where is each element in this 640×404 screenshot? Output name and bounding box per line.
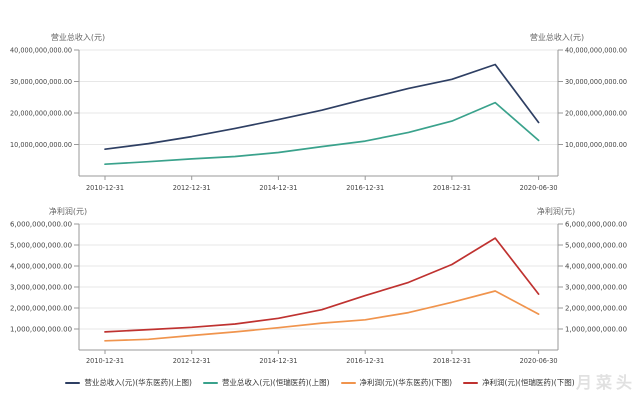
x-axis-label: 2018-12-31 [433, 184, 471, 192]
y-axis-label-right: 10,000,000,000.00 [565, 141, 627, 149]
legend-item-label: 营业总收入(元)(恒瑞医药)(上图) [221, 378, 330, 387]
y-axis-label-left: 4,000,000,000.00 [10, 263, 72, 271]
revenue-chart: 10,000,000,000.00 10,000,000,000.00 20,000… [10, 47, 627, 193]
x-axis-label: 2010-12-31 [86, 357, 124, 365]
profit-axis-title-right: 净利润(元) [537, 206, 575, 216]
series-line-1 [104, 237, 540, 333]
x-axis-label: 2010-12-31 [86, 184, 124, 192]
x-axis-label: 2016-12-31 [346, 357, 384, 365]
legend-swatch-line [202, 382, 218, 384]
legend-item-label: 营业总收入(元)(华东医药)(上图) [84, 378, 192, 387]
profit-axis-title-left: 净利润(元) [49, 206, 87, 216]
x-axis-label: 2012-12-31 [173, 184, 211, 192]
x-axis-label: 2016-12-31 [346, 184, 384, 192]
series-line-0 [104, 63, 540, 151]
y-axis-label-right: 40,000,000,000.00 [565, 47, 627, 55]
y-axis-label-right: 20,000,000,000.00 [565, 110, 627, 118]
watermark: 月菜头 [575, 373, 636, 392]
y-axis-label-left: 3,000,000,000.00 [10, 284, 72, 292]
legend-item-revenue-hengrui[interactable]: 营业总收入(元)(恒瑞医药)(上图) [202, 377, 330, 389]
y-axis-label-left: 5,000,000,000.00 [10, 242, 72, 250]
profit-chart: 1,000,000,000.00 1,000,000,000.00 2,000,00… [10, 221, 627, 366]
y-axis-label-left: 20,000,000,000.00 [10, 110, 72, 118]
x-axis-label: 2018-12-31 [433, 357, 471, 365]
revenue-axis-title-left: 营业总收入(元) [51, 32, 105, 42]
y-axis-label-left: 1,000,000,000.00 [10, 326, 72, 334]
legend-swatch-line [463, 382, 479, 384]
x-axis-label: 2014-12-31 [259, 184, 297, 192]
y-axis-label-right: 4,000,000,000.00 [565, 263, 627, 271]
x-axis-label: 2012-12-31 [173, 357, 211, 365]
legend-item-label: 净利润(元)(恒瑞医药)(下图) [482, 378, 575, 387]
x-axis-label: 2020-06-30 [520, 357, 558, 365]
series-line-1 [104, 101, 540, 166]
legend-item-profit-huadong[interactable]: 净利润(元)(华东医药)(下图) [340, 377, 453, 389]
y-axis-label-right: 2,000,000,000.00 [565, 305, 627, 313]
legend-swatch-line [65, 382, 81, 384]
legend-item-revenue-huadong[interactable]: 营业总收入(元)(华东医药)(上图) [65, 377, 192, 389]
series-line-0 [104, 290, 540, 342]
y-axis-label-left: 6,000,000,000.00 [10, 221, 72, 229]
y-axis-label-right: 3,000,000,000.00 [565, 284, 627, 292]
y-axis-label-left: 2,000,000,000.00 [10, 305, 72, 313]
y-axis-label-left: 10,000,000,000.00 [10, 141, 72, 149]
y-axis-label-right: 30,000,000,000.00 [565, 78, 627, 86]
y-axis-label-right: 5,000,000,000.00 [565, 242, 627, 250]
y-axis-label-right: 6,000,000,000.00 [565, 221, 627, 229]
y-axis-label-left: 40,000,000,000.00 [10, 47, 72, 55]
x-axis-label: 2020-06-30 [520, 184, 558, 192]
legend-item-label: 净利润(元)(华东医药)(下图) [359, 378, 453, 387]
legend-item-profit-hengrui[interactable]: 净利润(元)(恒瑞医药)(下图) [463, 377, 575, 389]
x-axis-label: 2014-12-31 [259, 357, 297, 365]
legend-swatch-line [340, 382, 356, 384]
legend: 营业总收入(元)(华东医药)(上图) 营业总收入(元)(恒瑞医药)(上图) 净利… [0, 377, 640, 389]
y-axis-label-left: 30,000,000,000.00 [10, 78, 72, 86]
revenue-axis-title-right: 营业总收入(元) [530, 32, 584, 42]
y-axis-label-right: 1,000,000,000.00 [565, 326, 627, 334]
